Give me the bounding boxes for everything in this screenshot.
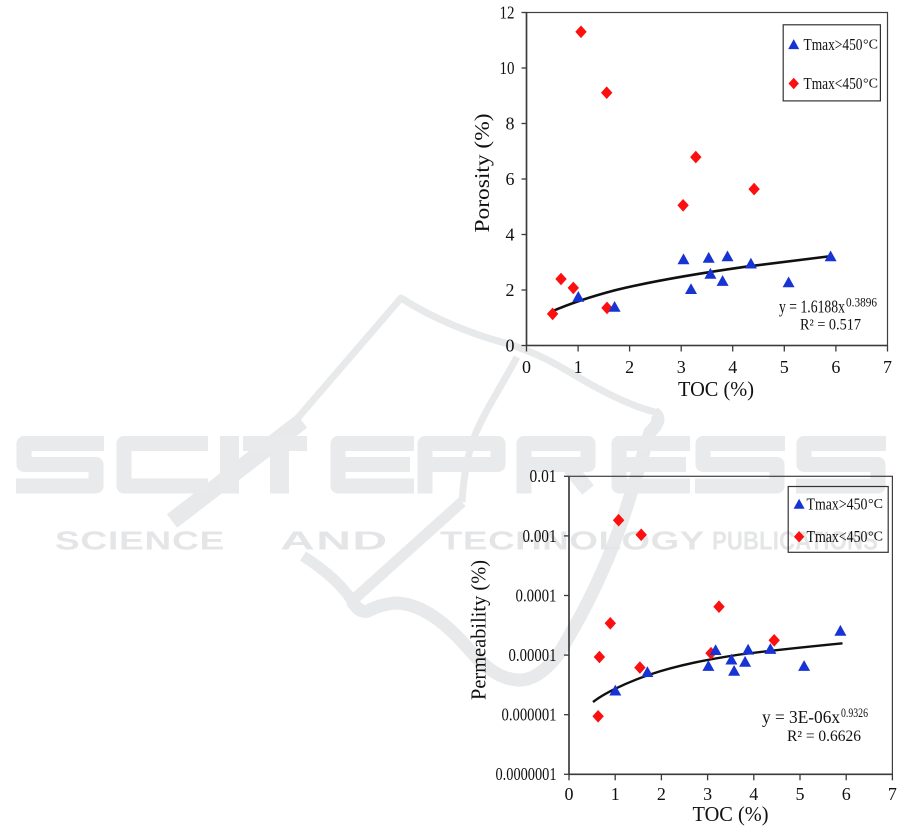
svg-text:1: 1 [574,357,583,377]
svg-text:5: 5 [780,357,789,377]
svg-text:TOC (%): TOC (%) [693,802,769,826]
svg-text:R² = 0.6626: R² = 0.6626 [787,728,861,745]
svg-text:0: 0 [565,784,574,804]
svg-text:3: 3 [703,784,712,804]
svg-text:SCIENCE: SCIENCE [55,526,225,555]
svg-text:°C: °C [863,77,878,92]
svg-text:2: 2 [506,280,515,300]
svg-text:y = 3E-06x: y = 3E-06x [762,707,840,727]
svg-text:7: 7 [888,784,897,804]
svg-text:0.0001: 0.0001 [516,585,557,605]
svg-text:°C: °C [863,38,878,53]
svg-text:4: 4 [728,357,737,377]
svg-text:8: 8 [506,113,515,133]
svg-text:Permeability (%): Permeability (%) [467,560,491,700]
svg-text:Tmax<450: Tmax<450 [804,74,863,93]
svg-text:PUBLICATIONS: PUBLICATIONS [712,527,878,556]
svg-text:1: 1 [611,784,620,804]
svg-text:4: 4 [749,784,758,804]
svg-text:2: 2 [625,357,634,377]
svg-text:12: 12 [500,2,515,22]
svg-text:5: 5 [796,784,805,804]
svg-text:0: 0 [506,335,515,355]
svg-text:6: 6 [831,357,840,377]
svg-text:Porosity (%): Porosity (%) [470,114,494,233]
svg-text:10: 10 [500,58,515,78]
svg-text:0.3896: 0.3896 [846,295,877,310]
svg-text:TECHNOLOGY: TECHNOLOGY [440,526,705,555]
svg-text:0.000001: 0.000001 [502,705,557,725]
svg-text:7: 7 [883,357,892,377]
svg-text:0.001: 0.001 [523,526,557,546]
svg-text:0.00001: 0.00001 [509,645,557,665]
svg-text:6: 6 [506,169,515,189]
svg-text:4: 4 [506,224,515,244]
svg-text:0.01: 0.01 [530,466,557,486]
svg-text:6: 6 [842,784,851,804]
svg-text:TOC (%): TOC (%) [678,377,754,401]
svg-text:R² = 0.517: R² = 0.517 [800,317,861,334]
svg-text:Tmax>450: Tmax>450 [807,495,868,514]
svg-text:y = 1.6188x: y = 1.6188x [779,297,845,317]
svg-text:3: 3 [677,357,686,377]
svg-text:2: 2 [657,784,666,804]
svg-text:0.9326: 0.9326 [841,705,868,720]
svg-text:0: 0 [522,357,531,377]
svg-text:Tmax>450: Tmax>450 [804,35,863,54]
svg-text:AND: AND [280,527,389,556]
svg-text:°C: °C [868,497,883,512]
svg-text:Tmax<450: Tmax<450 [807,527,868,546]
svg-text:0.0000001: 0.0000001 [496,764,557,784]
svg-text:°C: °C [868,530,883,545]
